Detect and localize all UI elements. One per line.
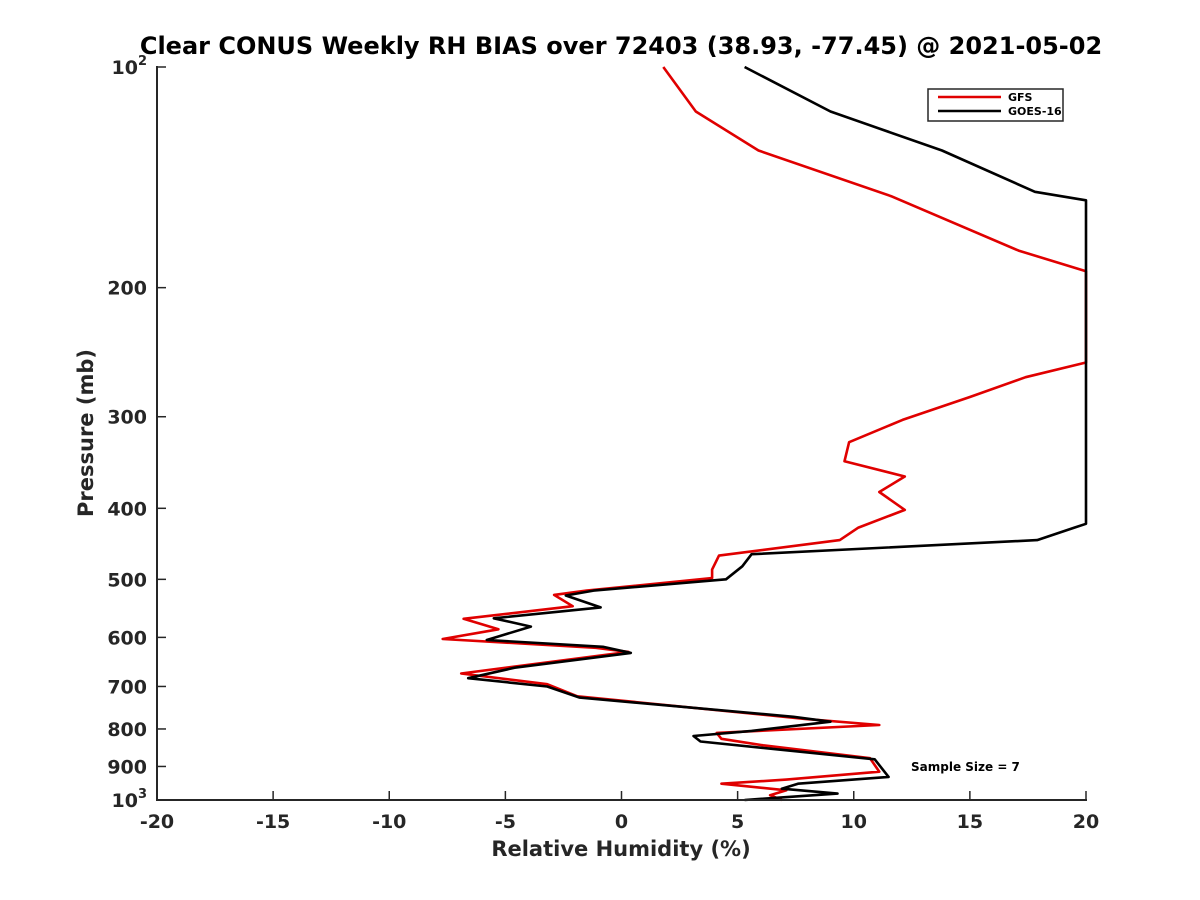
y-tick-label: 600 xyxy=(107,627,147,649)
series-layer xyxy=(441,65,1088,802)
legend-label-1: GOES-16 xyxy=(1008,105,1062,118)
x-tick-label: -10 xyxy=(372,811,406,833)
x-axis-ticks: -20 -15 -10 -5 0 5 10 15 20 xyxy=(140,791,1099,833)
y-tick-label: 500 xyxy=(107,569,147,591)
y-tick-label: 400 xyxy=(107,498,147,520)
y-tick-label: 102 xyxy=(112,54,148,79)
x-tick-label: 10 xyxy=(841,811,867,833)
chart-title: Clear CONUS Weekly RH BIAS over 72403 (3… xyxy=(140,32,1102,60)
y-tick-label: 800 xyxy=(107,719,147,741)
y-tick-label: 300 xyxy=(107,407,147,429)
x-tick-label: -15 xyxy=(256,811,290,833)
series-line-0 xyxy=(441,66,1088,802)
y-axis-ticks: 102 200 300 400 500 600 700 800 900 103 xyxy=(107,54,166,812)
series-line-1 xyxy=(466,65,1088,802)
plot-area xyxy=(157,67,1086,800)
y-tick-label: 700 xyxy=(107,676,147,698)
x-tick-label: 15 xyxy=(957,811,983,833)
x-tick-label: -20 xyxy=(140,811,174,833)
y-tick-label: 200 xyxy=(107,278,147,300)
x-axis-label: Relative Humidity (%) xyxy=(491,837,750,861)
legend-label-0: GFS xyxy=(1008,91,1033,104)
sample-size-annotation: Sample Size = 7 xyxy=(911,760,1020,774)
y-tick-label: 103 xyxy=(112,787,148,812)
x-tick-label: 20 xyxy=(1073,811,1099,833)
x-tick-label: -5 xyxy=(495,811,516,833)
x-tick-label: 5 xyxy=(731,811,744,833)
y-axis-label: Pressure (mb) xyxy=(74,349,98,517)
x-tick-label: 0 xyxy=(615,811,628,833)
legend-box xyxy=(927,88,1064,122)
y-tick-label: 900 xyxy=(107,756,147,778)
